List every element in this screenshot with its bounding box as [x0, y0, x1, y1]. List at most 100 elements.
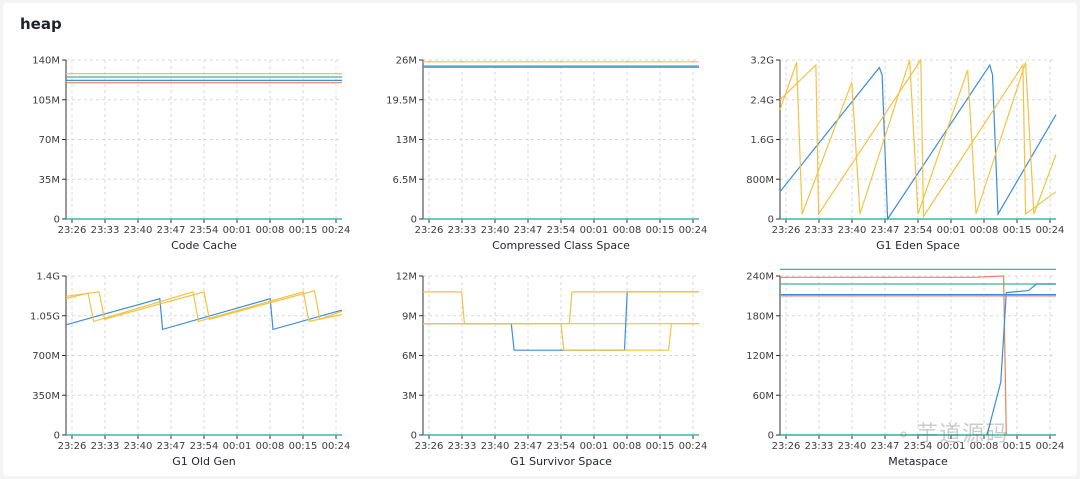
x-tick-label: 23:47	[514, 441, 543, 452]
y-tick-label: 240M	[746, 272, 774, 283]
chart-g1-eden-space: 0 800M 1.6G 2.4G 3.2G 23:26 23:33 23:40 23:47 23:…	[746, 56, 1065, 253]
x-tick-label: 23:54	[547, 441, 576, 452]
x-tick-label: 23:26	[415, 441, 444, 452]
x-tick-label: 23:33	[91, 225, 120, 236]
chart-title: Code Cache	[171, 239, 237, 252]
x-tick-label: 23:33	[91, 441, 120, 452]
series-line-0	[423, 291, 699, 325]
x-tick-label: 23:40	[124, 225, 153, 236]
series-line-2	[779, 58, 1057, 219]
y-tick-label: 1.05G	[30, 311, 60, 322]
y-tick-label: 19.5M	[386, 95, 417, 106]
y-tick-label: 1.6G	[750, 135, 774, 146]
x-tick-label: 00:15	[289, 225, 318, 236]
x-tick-label: 00:01	[223, 225, 252, 236]
watermark-text: 芋道源码	[916, 422, 1009, 447]
x-tick-label: 00:08	[970, 441, 999, 452]
y-tick-label: 2.4G	[750, 95, 774, 106]
x-tick-label: 23:40	[124, 441, 153, 452]
y-tick-label: 120M	[746, 351, 774, 362]
chart-title: Metaspace	[888, 455, 948, 468]
chart-title: G1 Eden Space	[876, 239, 960, 252]
x-tick-label: 00:08	[613, 225, 642, 236]
y-tick-label: 0	[768, 431, 774, 442]
x-tick-label: 23:26	[415, 225, 444, 236]
series-line-0	[65, 297, 343, 331]
x-tick-label: 23:40	[838, 225, 867, 236]
x-tick-label: 00:24	[322, 225, 351, 236]
x-tick-label: 00:24	[679, 441, 708, 452]
chart-compressed-class-space: 0 6.5M 13M 19.5M 26M 23:26 23:33 23:40 23:47 23:5…	[386, 56, 708, 253]
y-tick-label: 800M	[746, 175, 774, 186]
x-tick-label: 00:01	[580, 225, 609, 236]
chart-code-cache: 0 35M 70M 105M 140M 23:26 23:33 23:40 23:47 23:54…	[32, 56, 351, 253]
page-title: heap	[20, 15, 62, 33]
y-tick-label: 9M	[402, 311, 417, 322]
y-tick-label: 0	[411, 215, 417, 226]
x-tick-label: 23:33	[805, 441, 834, 452]
series-line-2	[65, 290, 343, 321]
x-tick-label: 23:40	[481, 441, 510, 452]
x-tick-label: 00:15	[289, 441, 318, 452]
chart-g1-old-gen: 0 350M 700M 1.05G 1.4G 23:26 23:33 23:40 23:47 23…	[30, 272, 351, 469]
x-tick-label: 00:01	[937, 225, 966, 236]
chart-g1-survivor-space: 0 3M 6M 9M 12M 23:26 23:33 23:40 23:47 23:54 00:01…	[396, 272, 708, 469]
y-tick-label: 0	[54, 215, 60, 226]
y-tick-label: 0	[54, 431, 60, 442]
x-tick-label: 23:33	[448, 441, 477, 452]
wechat-icon: ⚬	[896, 425, 913, 446]
y-tick-label: 105M	[32, 95, 60, 106]
x-tick-label: 00:08	[256, 225, 285, 236]
y-tick-label: 6M	[402, 351, 417, 362]
x-tick-label: 23:26	[58, 225, 87, 236]
y-tick-label: 70M	[39, 135, 60, 146]
y-tick-label: 3M	[402, 391, 417, 402]
x-tick-label: 00:15	[646, 225, 675, 236]
x-tick-label: 00:01	[937, 441, 966, 452]
x-tick-label: 23:47	[514, 225, 543, 236]
x-tick-label: 00:08	[970, 225, 999, 236]
x-tick-label: 23:33	[448, 225, 477, 236]
y-tick-label: 6.5M	[392, 175, 417, 186]
x-tick-label: 23:40	[838, 441, 867, 452]
heap-panel	[3, 3, 1077, 476]
y-tick-label: 1.4G	[36, 272, 60, 283]
chart-title: G1 Survivor Space	[510, 455, 612, 468]
y-tick-label: 35M	[39, 175, 60, 186]
x-tick-label: 00:24	[322, 441, 351, 452]
y-tick-label: 3.2G	[750, 56, 774, 67]
x-tick-label: 00:24	[1036, 441, 1065, 452]
x-tick-label: 23:26	[58, 441, 87, 452]
y-tick-label: 12M	[396, 272, 417, 283]
x-tick-label: 00:24	[1036, 225, 1065, 236]
series-line-3	[423, 291, 699, 325]
x-tick-label: 00:01	[223, 441, 252, 452]
x-tick-label: 00:15	[1003, 225, 1032, 236]
x-tick-label: 23:54	[190, 225, 219, 236]
x-tick-label: 00:15	[646, 441, 675, 452]
watermark: ⚬ 芋道源码	[896, 416, 1008, 448]
y-tick-label: 350M	[32, 391, 60, 402]
x-tick-label: 23:26	[772, 225, 801, 236]
series-line-1	[779, 59, 1057, 215]
x-tick-label: 00:24	[679, 225, 708, 236]
x-tick-label: 23:40	[481, 225, 510, 236]
x-tick-label: 23:26	[772, 441, 801, 452]
y-tick-label: 0	[768, 215, 774, 226]
chart-metaspace: 0 60M 120M 180M 240M 23:26 23:33 23:40 23:47 23:5…	[746, 268, 1065, 468]
series-line-0	[779, 63, 1057, 221]
x-tick-label: 00:08	[613, 441, 642, 452]
x-tick-label: 23:47	[871, 225, 900, 236]
y-tick-label: 0	[411, 431, 417, 442]
chart-title: Compressed Class Space	[492, 239, 630, 252]
series-line-1	[65, 291, 343, 323]
chart-title: G1 Old Gen	[172, 455, 236, 468]
y-tick-label: 60M	[753, 391, 774, 402]
x-tick-label: 23:47	[871, 441, 900, 452]
x-tick-label: 23:54	[190, 441, 219, 452]
y-tick-label: 13M	[396, 135, 417, 146]
y-tick-label: 700M	[32, 351, 60, 362]
y-tick-label: 140M	[32, 56, 60, 67]
x-tick-label: 23:47	[157, 441, 186, 452]
x-tick-label: 23:54	[904, 225, 933, 236]
